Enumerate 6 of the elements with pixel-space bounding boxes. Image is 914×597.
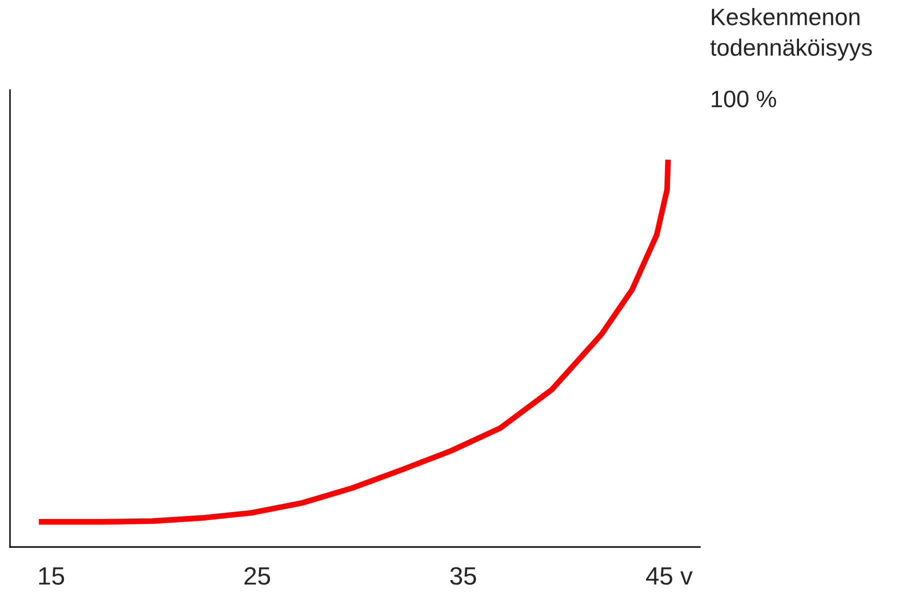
x-tick-label: 25 <box>244 567 270 585</box>
y-axis-title: Keskenmenon todennäköisyys <box>710 8 872 61</box>
x-tick-label: 35 <box>450 567 476 585</box>
text: 100 % <box>712 90 776 108</box>
x-tick-label: 15 <box>39 567 64 585</box>
x-tick-label: 45 v <box>646 567 693 585</box>
